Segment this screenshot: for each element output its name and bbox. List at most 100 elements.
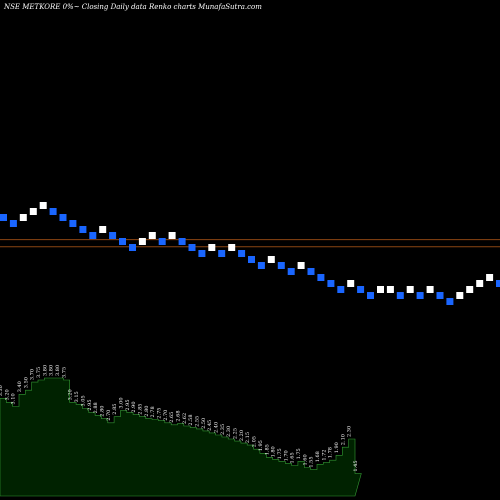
volume-label: 2.80 xyxy=(144,406,150,417)
volume-label: 1.70 xyxy=(283,450,289,461)
renko-brick xyxy=(148,232,156,239)
volume-label: 1.80 xyxy=(271,446,277,457)
volume-label: 1.55 xyxy=(309,456,315,467)
renko-brick xyxy=(307,268,315,275)
volume-label: 2.40 xyxy=(214,422,220,433)
renko-brick xyxy=(79,226,87,233)
renko-brick xyxy=(168,232,176,239)
renko-brick xyxy=(188,244,196,251)
volume-label: 3.80 xyxy=(49,365,55,376)
renko-brick xyxy=(138,238,146,245)
renko-brick xyxy=(158,238,166,245)
volume-label: 1.75 xyxy=(296,448,302,459)
volume-label: 2.25 xyxy=(233,428,239,439)
volume-label: 2.85 xyxy=(138,404,144,415)
volume-label: 2.62 xyxy=(182,413,188,424)
chart-title: NSE METKORE 0%~ Closing Daily data Renko… xyxy=(3,3,262,11)
volume-label: 1.75 xyxy=(277,448,283,459)
renko-brick xyxy=(406,286,414,293)
volume-label: 3.30 xyxy=(0,385,4,396)
reference-lines xyxy=(0,239,500,248)
renko-brick xyxy=(466,286,474,293)
volume-label: 3.05 xyxy=(80,395,86,406)
volume-label: 2.95 xyxy=(87,399,93,410)
volume-label: 1.60 xyxy=(302,454,308,465)
volume-label: 2.35 xyxy=(220,424,226,435)
renko-brick xyxy=(99,226,107,233)
renko-brick xyxy=(238,250,246,257)
renko-brick xyxy=(486,274,494,281)
volume-label: 3.75 xyxy=(36,367,42,378)
volume-label: 1.90 xyxy=(334,442,340,453)
volume-label: 3.70 xyxy=(30,369,36,380)
renko-brick xyxy=(337,286,345,293)
volume-label: 3.75 xyxy=(61,367,67,378)
volume-label: 1.95 xyxy=(258,440,264,451)
renko-brick xyxy=(456,292,464,299)
renko-brick xyxy=(357,286,365,293)
volume-label: 2.65 xyxy=(169,412,175,423)
renko-brick xyxy=(19,214,27,221)
renko-brick xyxy=(436,292,444,299)
volume-label: 2.30 xyxy=(347,426,353,437)
volume-label: 2.45 xyxy=(207,420,213,431)
renko-brick xyxy=(89,232,97,239)
renko-brick xyxy=(119,238,126,245)
renko-brick xyxy=(39,202,47,209)
volume-label: 1.45 xyxy=(353,460,359,471)
volume-label: 3.40 xyxy=(17,381,23,392)
volume-label: 1.72 xyxy=(321,449,327,460)
volume-panel: 3.30 3.20 3.103.40 3.503.70 3.75 3.80 3.80 3.80… xyxy=(0,365,362,497)
renko-brick xyxy=(198,250,206,257)
volume-label: 3.20 xyxy=(68,389,74,400)
volume-label: 2.85 xyxy=(112,404,118,415)
volume-label: 2.75 xyxy=(157,408,163,419)
volume-label: 2.95 xyxy=(125,399,131,410)
volume-label: 3.80 xyxy=(42,365,48,376)
renko-brick xyxy=(277,262,285,269)
renko-brick xyxy=(297,262,305,269)
volume-label: 2.20 xyxy=(239,430,245,441)
renko-brick xyxy=(129,244,136,251)
volume-label: 1.78 xyxy=(328,447,334,458)
volume-area xyxy=(0,377,362,497)
volume-label: 2.55 xyxy=(195,416,201,427)
renko-brick xyxy=(257,262,265,269)
renko-bricks xyxy=(0,202,500,305)
volume-label: 2.58 xyxy=(188,414,194,425)
volume-label: 2.90 xyxy=(131,401,137,412)
renko-brick xyxy=(446,298,454,305)
renko-brick xyxy=(317,274,325,281)
renko-brick xyxy=(267,256,275,263)
volume-label: 3.10 xyxy=(11,393,17,404)
renko-brick xyxy=(109,232,117,239)
volume-label: 3.80 xyxy=(55,365,61,376)
renko-brick xyxy=(69,220,77,227)
renko-brick xyxy=(29,208,37,215)
volume-label: 3.15 xyxy=(74,391,80,402)
renko-brick xyxy=(208,244,216,251)
volume-label: 2.70 xyxy=(106,410,112,421)
renko-brick xyxy=(0,214,7,221)
renko-brick xyxy=(476,280,484,287)
renko-brick xyxy=(178,238,186,245)
volume-label: 1.85 xyxy=(264,444,270,455)
volume-label: 2.05 xyxy=(252,436,258,447)
renko-brick xyxy=(9,220,17,227)
volume-label: 2.30 xyxy=(226,426,232,437)
renko-brick xyxy=(287,268,295,275)
renko-brick xyxy=(496,280,500,287)
volume-label: 3.20 xyxy=(4,389,10,400)
volume-label: 2.10 xyxy=(340,434,346,445)
volume-label: 2.50 xyxy=(201,418,207,429)
volume-label: 1.65 xyxy=(290,452,296,463)
renko-brick xyxy=(218,250,226,257)
renko-brick xyxy=(416,292,424,299)
renko-brick xyxy=(377,286,384,293)
volume-label: 2.70 xyxy=(163,410,169,421)
renko-brick xyxy=(396,292,404,299)
volume-label: 2.88 xyxy=(93,402,99,413)
volume-label: 1.68 xyxy=(315,451,321,462)
renko-brick xyxy=(59,214,67,221)
